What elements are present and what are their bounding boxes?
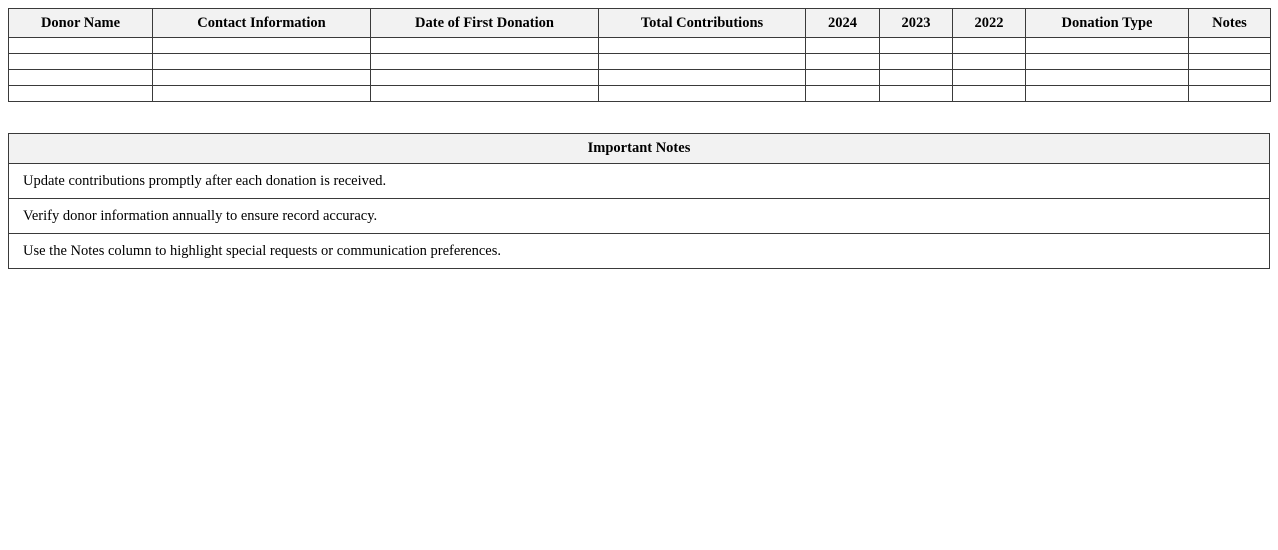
cell-total[interactable] <box>598 69 806 86</box>
column-header-donor-name: Donor Name <box>8 8 153 38</box>
cell-total[interactable] <box>598 85 806 102</box>
cell-notes[interactable] <box>1188 85 1271 102</box>
cell-donor-name[interactable] <box>8 37 153 54</box>
column-header-2023: 2023 <box>879 8 953 38</box>
cell-2023[interactable] <box>879 53 953 70</box>
cell-2024[interactable] <box>805 53 880 70</box>
cell-total[interactable] <box>598 37 806 54</box>
cell-donation-type[interactable] <box>1025 53 1189 70</box>
list-item: Use the Notes column to highlight specia… <box>8 233 1270 269</box>
table-row[interactable] <box>8 37 1271 54</box>
column-header-date-of-first-donation: Date of First Donation <box>370 8 599 38</box>
note-text: Verify donor information annually to ens… <box>8 198 1270 234</box>
donor-records-section: Donor Name Contact Information Date of F… <box>8 8 1271 102</box>
list-item: Update contributions promptly after each… <box>8 163 1270 199</box>
table-row[interactable] <box>8 69 1271 86</box>
important-notes-table: Important Notes Update contributions pro… <box>8 133 1270 269</box>
important-notes-title: Important Notes <box>8 133 1270 164</box>
cell-donation-type[interactable] <box>1025 85 1189 102</box>
cell-2022[interactable] <box>952 85 1026 102</box>
cell-donation-type[interactable] <box>1025 69 1189 86</box>
cell-contact[interactable] <box>152 85 371 102</box>
notes-header-row: Important Notes <box>8 133 1270 164</box>
cell-donation-type[interactable] <box>1025 37 1189 54</box>
column-header-contact-information: Contact Information <box>152 8 371 38</box>
cell-notes[interactable] <box>1188 53 1271 70</box>
important-notes-section: Important Notes Update contributions pro… <box>8 133 1270 269</box>
notes-table-body: Update contributions promptly after each… <box>8 163 1270 269</box>
table-row[interactable] <box>8 53 1271 70</box>
cell-2024[interactable] <box>805 37 880 54</box>
cell-contact[interactable] <box>152 37 371 54</box>
cell-2024[interactable] <box>805 69 880 86</box>
note-text: Use the Notes column to highlight specia… <box>8 233 1270 269</box>
note-text: Update contributions promptly after each… <box>8 163 1270 199</box>
cell-first-donation[interactable] <box>370 69 599 86</box>
column-header-2024: 2024 <box>805 8 880 38</box>
cell-2023[interactable] <box>879 85 953 102</box>
cell-2022[interactable] <box>952 69 1026 86</box>
column-header-total-contributions: Total Contributions <box>598 8 806 38</box>
cell-first-donation[interactable] <box>370 85 599 102</box>
cell-donor-name[interactable] <box>8 85 153 102</box>
table-row[interactable] <box>8 85 1271 102</box>
cell-notes[interactable] <box>1188 69 1271 86</box>
cell-2023[interactable] <box>879 69 953 86</box>
cell-donor-name[interactable] <box>8 53 153 70</box>
cell-2022[interactable] <box>952 37 1026 54</box>
cell-2023[interactable] <box>879 37 953 54</box>
list-item: Verify donor information annually to ens… <box>8 198 1270 234</box>
cell-contact[interactable] <box>152 53 371 70</box>
donor-table-header-row: Donor Name Contact Information Date of F… <box>8 8 1271 38</box>
cell-contact[interactable] <box>152 69 371 86</box>
cell-first-donation[interactable] <box>370 53 599 70</box>
cell-donor-name[interactable] <box>8 69 153 86</box>
cell-first-donation[interactable] <box>370 37 599 54</box>
column-header-donation-type: Donation Type <box>1025 8 1189 38</box>
donor-table-body <box>8 37 1271 102</box>
cell-2022[interactable] <box>952 53 1026 70</box>
cell-2024[interactable] <box>805 85 880 102</box>
column-header-2022: 2022 <box>952 8 1026 38</box>
cell-total[interactable] <box>598 53 806 70</box>
cell-notes[interactable] <box>1188 37 1271 54</box>
donor-table-head: Donor Name Contact Information Date of F… <box>8 8 1271 38</box>
column-header-notes: Notes <box>1188 8 1271 38</box>
notes-table-head: Important Notes <box>8 133 1270 164</box>
donor-records-table: Donor Name Contact Information Date of F… <box>8 8 1271 102</box>
